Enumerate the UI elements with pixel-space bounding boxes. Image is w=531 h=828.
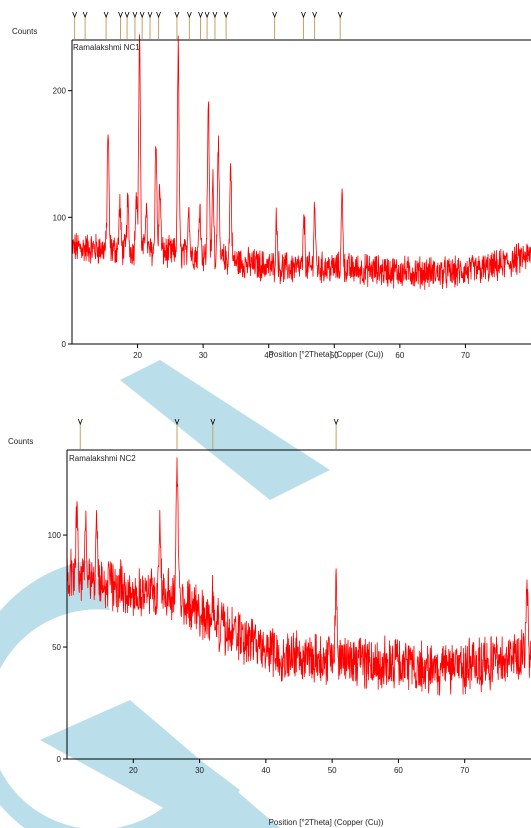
- reference-marker-head: [174, 11, 180, 19]
- y-tick-label: 0: [62, 340, 67, 349]
- reference-markers: [72, 11, 343, 39]
- reference-marker-head: [139, 11, 145, 19]
- reference-marker-head: [337, 11, 343, 19]
- sample-label: Ramalakshmi NC1: [73, 43, 140, 52]
- chart-nc2: Counts Position [°2Theta] (Copper (Cu)) …: [8, 418, 531, 827]
- reference-marker-head: [210, 418, 216, 426]
- reference-marker-head: [147, 11, 153, 19]
- y-tick-label: 100: [48, 531, 62, 540]
- reference-marker-head: [156, 11, 161, 19]
- diffraction-trace: [66, 457, 531, 696]
- watermark-tail: [40, 700, 280, 828]
- reference-marker-head: [132, 11, 138, 19]
- reference-marker-head: [77, 418, 83, 426]
- watermark-band: [120, 360, 330, 500]
- reference-markers: [77, 418, 339, 449]
- reference-marker-head: [333, 418, 339, 426]
- y-axis-title: Counts: [12, 27, 37, 36]
- reference-marker-head: [198, 11, 203, 19]
- reference-marker-head: [174, 418, 180, 426]
- sample-label: Ramalakshmi NC2: [69, 454, 136, 463]
- x-tick-label: 20: [133, 351, 142, 360]
- reference-marker-head: [223, 11, 229, 19]
- x-tick-label: 30: [199, 351, 208, 360]
- reference-marker-head: [124, 11, 130, 19]
- diffraction-line: [66, 457, 531, 696]
- y-tick-label: 200: [53, 87, 67, 96]
- axes: 0 50 100 20 30 40 50 60 70: [48, 449, 531, 775]
- y-axis-title: Counts: [8, 437, 33, 446]
- reference-marker-head: [212, 11, 218, 19]
- y-tick-label: 100: [53, 213, 67, 222]
- y-tick-label: 50: [52, 643, 61, 652]
- x-tick-label: 40: [261, 766, 270, 775]
- x-tick-label: 70: [461, 351, 470, 360]
- x-tick-label: 20: [129, 766, 138, 775]
- reference-marker-head: [187, 11, 192, 19]
- y-tick-label: 0: [57, 755, 62, 764]
- x-axis-title: Position [°2Theta] (Copper (Cu)): [269, 350, 384, 359]
- reference-marker-head: [272, 11, 277, 19]
- reference-marker-head: [103, 11, 109, 19]
- reference-marker-head: [82, 11, 88, 19]
- axes: 0 100 200 20 30 40 50 60 70: [53, 39, 531, 360]
- x-tick-label: 50: [328, 766, 337, 775]
- reference-marker-head: [118, 11, 123, 19]
- reference-marker-head: [204, 11, 210, 19]
- diffraction-trace: [71, 34, 531, 290]
- x-tick-label: 50: [330, 351, 339, 360]
- x-tick-label: 60: [394, 766, 403, 775]
- x-tick-label: 60: [395, 351, 404, 360]
- diffraction-line: [71, 34, 531, 290]
- reference-marker-head: [312, 11, 317, 19]
- reference-marker-head: [72, 11, 77, 19]
- watermark: [0, 360, 330, 828]
- chart-nc1: Counts Position [°2Theta] (Copper (Cu)) …: [12, 11, 531, 360]
- x-tick-label: 70: [460, 766, 469, 775]
- x-tick-label: 30: [195, 766, 204, 775]
- reference-marker-head: [301, 11, 306, 19]
- x-tick-label: 40: [264, 351, 273, 360]
- x-axis-title: Position [°2Theta] (Copper (Cu)): [269, 818, 384, 827]
